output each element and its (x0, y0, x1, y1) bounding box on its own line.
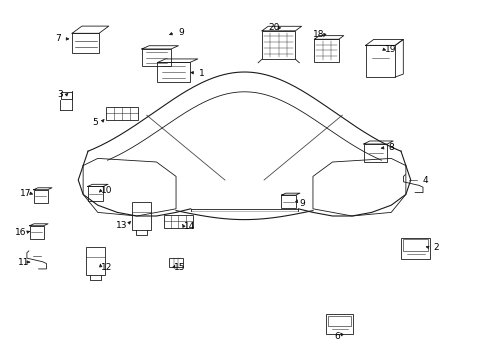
Text: 7: 7 (55, 34, 61, 43)
Text: 16: 16 (15, 228, 27, 237)
Text: 6: 6 (334, 332, 340, 341)
Text: 19: 19 (384, 45, 395, 54)
Text: 8: 8 (387, 143, 393, 152)
Bar (72, 33, 99, 53)
Bar (169, 257, 183, 267)
Bar (314, 39, 338, 62)
Text: 11: 11 (18, 258, 29, 266)
Text: 9: 9 (299, 199, 305, 208)
Bar (61, 92, 72, 99)
Text: 5: 5 (92, 118, 98, 127)
Text: 14: 14 (183, 222, 195, 231)
Bar (142, 49, 171, 66)
Bar (132, 202, 151, 230)
Bar (30, 226, 43, 239)
Text: 20: 20 (267, 22, 279, 31)
Bar (363, 144, 386, 162)
Text: 17: 17 (20, 189, 31, 198)
Bar (328, 316, 350, 327)
Bar (164, 215, 192, 228)
Bar (402, 239, 427, 251)
Bar (34, 190, 47, 203)
Text: 10: 10 (101, 186, 112, 195)
Bar (106, 107, 138, 120)
Bar (86, 247, 104, 275)
Text: 15: 15 (174, 263, 185, 271)
Bar (281, 195, 295, 208)
Bar (157, 63, 189, 81)
Text: 18: 18 (312, 30, 324, 39)
Text: 3: 3 (58, 90, 63, 99)
Text: 13: 13 (115, 220, 127, 230)
Text: 2: 2 (432, 243, 438, 252)
Text: 9: 9 (178, 28, 183, 37)
Bar (262, 31, 295, 59)
Text: 1: 1 (199, 68, 204, 77)
Text: 4: 4 (422, 176, 427, 185)
Bar (400, 238, 429, 259)
Text: 12: 12 (101, 263, 112, 271)
Bar (87, 186, 103, 201)
Bar (326, 314, 352, 334)
Bar (365, 45, 394, 77)
